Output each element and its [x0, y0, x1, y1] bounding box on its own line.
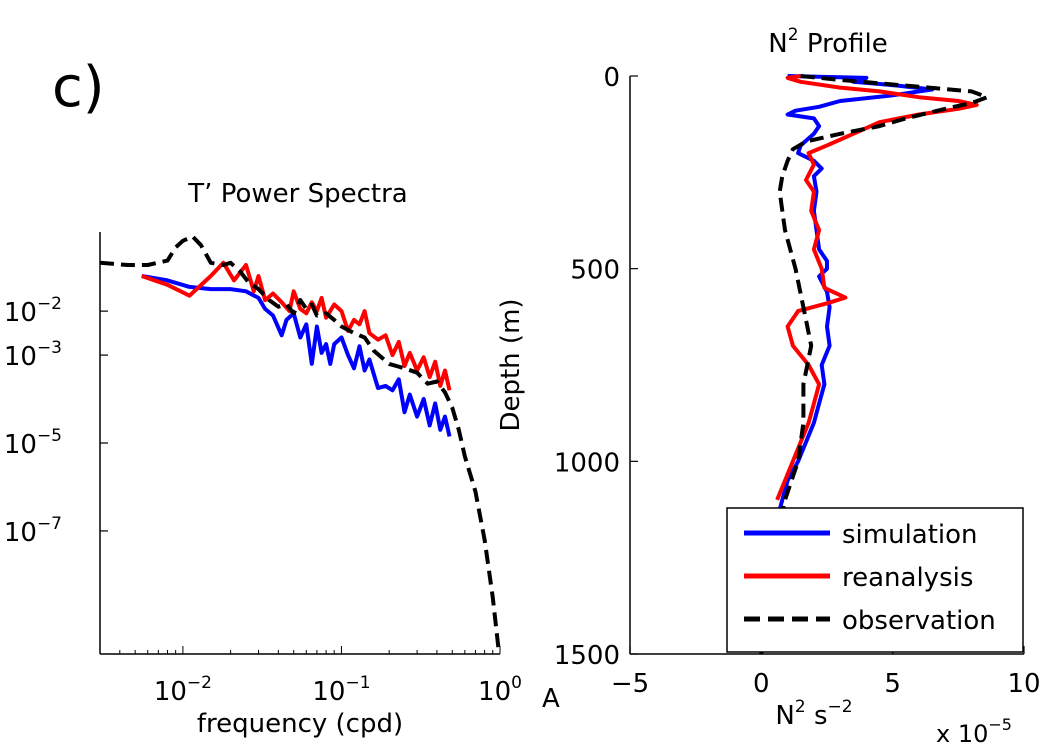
legend-label-simulation: simulation [842, 520, 978, 550]
n2-x-ticks: −5 0 5 10 [611, 646, 1041, 699]
legend-label-observation: observation [842, 606, 996, 636]
n2-x-tick-label-3: 10 [1007, 669, 1040, 699]
spectra-y-tick-label-2: 10−5 [4, 426, 62, 460]
spectra-x-tick-label-2: 100 [478, 673, 522, 707]
n2-x-label: N2 s−2 [775, 697, 852, 731]
n2-x-tick-label-2: 5 [884, 669, 901, 699]
spectra-title: T’ Power Spectra [187, 179, 407, 209]
spectra-y-tick-label-0: 10−2 [4, 294, 62, 328]
n2-x-multiplier: x 10−5 [936, 715, 1012, 748]
n2-series-line-2 [759, 74, 990, 655]
spectra-series-group [99, 234, 501, 650]
spectra-y-tick-label-1: 10−3 [4, 338, 62, 372]
spectra-series-line-0 [141, 274, 452, 437]
n2-x-tick-label-1: 0 [753, 669, 770, 699]
n2-series-group [759, 74, 990, 655]
spectra-y-tick-label-3: 10−7 [4, 514, 62, 548]
spectra-series-line-1 [141, 260, 452, 391]
n2-y-label: Depth (m) [496, 298, 526, 431]
spectra-x-label: frequency (cpd) [197, 709, 403, 739]
n2-y-tick-label-2: 1000 [554, 448, 620, 478]
spectra-y-ticks: 10−2 10−3 10−5 10−7 [4, 294, 108, 548]
n2-x-tick-label-0: −5 [611, 669, 649, 699]
n2-legend: simulation reanalysis observation [726, 507, 1024, 653]
n2-y-ticks: 0 500 1000 1500 [554, 63, 638, 671]
stray-label: A [542, 684, 560, 714]
spectra-x-tick-label-1: 10−1 [312, 673, 370, 707]
n2-y-tick-label-1: 500 [570, 256, 620, 286]
spectra-x-tick-label-0: 10−2 [154, 673, 212, 707]
n2-y-tick-label-0: 0 [603, 63, 620, 93]
n2-title: N2 Profile [768, 25, 887, 59]
legend-label-reanalysis: reanalysis [842, 563, 973, 593]
n2-profile-chart: N2 Profile −5 0 5 10 0 500 1000 1500 Depth (m)… [496, 25, 1041, 748]
spectra-series-line-2 [99, 234, 501, 650]
n2-y-tick-label-3: 1500 [554, 641, 620, 671]
n2-series-line-1 [775, 74, 979, 501]
spectra-x-ticks: 10−2 10−1 100 [99, 646, 522, 707]
panel-label: c) [52, 55, 105, 120]
spectra-chart: T’ Power Spectra 10−2 10−1 100 10−210−310−… [4, 179, 522, 739]
